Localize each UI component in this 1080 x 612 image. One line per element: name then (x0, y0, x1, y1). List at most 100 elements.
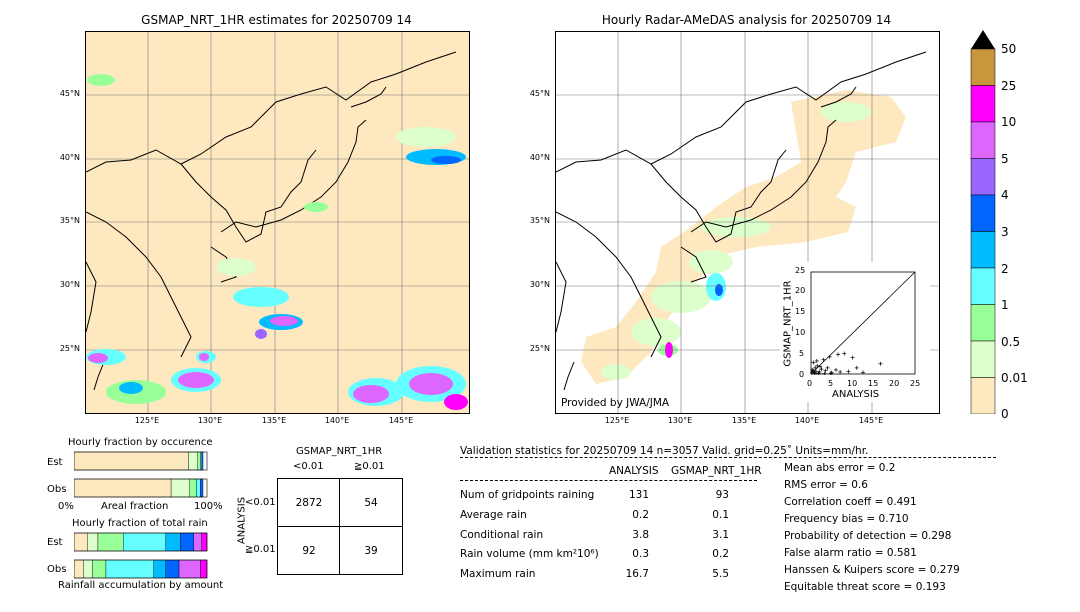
fraction-bar-outline (74, 451, 208, 471)
validation-score: Equitable threat score = 0.193 (784, 581, 946, 593)
fraction-bar-segment (97, 532, 124, 552)
validation-score: Hanssen & Kuipers score = 0.279 (784, 564, 960, 576)
occ-x-mid: Areal fraction (101, 501, 169, 512)
fraction-bar-segment (74, 478, 172, 498)
occ-obs-label: Obs (47, 484, 67, 495)
fraction-bar-segment (197, 451, 201, 471)
validation-header: Validation statistics for 20250709 14 n=… (460, 445, 869, 457)
right-map-canvas (556, 32, 939, 413)
scatter-point (836, 352, 841, 357)
y-tick: 10 (795, 328, 806, 337)
lat-label: 45°N (59, 89, 80, 98)
scatter-plot (810, 271, 916, 375)
validation-score: Probability of detection = 0.298 (784, 530, 952, 542)
left-map (85, 31, 470, 414)
y-tick: 25 (795, 266, 806, 275)
colorbar-label: 5 (1001, 152, 1009, 166)
x-tick: 5 (828, 379, 834, 388)
lat-label: 40°N (59, 153, 80, 162)
validation-row-analysis: 16.7 (625, 568, 649, 580)
scatter-point (813, 365, 818, 370)
lat-label: 30°N (529, 280, 550, 289)
fraction-bar-outline (74, 532, 208, 552)
fraction-bar-segment (201, 451, 204, 471)
colorbar-segment (970, 304, 996, 342)
validation-row-analysis: 131 (628, 489, 649, 501)
fraction-bar-segment (200, 478, 204, 498)
lat-label: 35°N (59, 216, 80, 225)
rain-obs-label: Obs (47, 564, 67, 575)
x-tick: 15 (868, 379, 879, 388)
validation-score: Correlation coeff = 0.491 (784, 496, 917, 508)
colorbar-segment (970, 48, 996, 86)
fraction-bar-segment (170, 478, 190, 498)
validation-row-gsmap: 3.1 (712, 529, 729, 541)
contingency-cell: 2872 (295, 497, 323, 509)
contingency-cell: 39 (364, 545, 378, 557)
fraction-bar-segment (105, 559, 155, 579)
fraction-bar-segment (180, 532, 194, 552)
lon-label: 125°E (604, 416, 630, 425)
scatter-point (827, 354, 832, 359)
totalrain-bars (74, 532, 208, 579)
colorbar-label: 25 (1001, 79, 1017, 93)
rain-x-mid: Rainfall accumulation by amount (58, 580, 224, 591)
lat-label: 30°N (59, 280, 80, 289)
fraction-bar-outline (74, 559, 208, 579)
lon-label: 145°E (858, 416, 884, 425)
occ-x-left: 0% (58, 501, 74, 512)
scatter-point (828, 371, 833, 375)
scatter-ylabel: GSMAP_NRT_1HR (782, 280, 794, 367)
fraction-bar-segment (178, 559, 201, 579)
scatter-point (814, 358, 819, 363)
fraction-bar-segment (165, 532, 181, 552)
colorbar-label: 50 (1001, 42, 1017, 56)
occ-x-right: 100% (194, 501, 223, 512)
fraction-bar-segment (201, 532, 208, 552)
scatter-point (818, 364, 823, 369)
lon-label: 130°E (197, 416, 223, 425)
lat-label: 25°N (59, 344, 80, 353)
validation-row-label: Rain volume (mm km²10⁶) (460, 548, 599, 560)
colorbar-extend-arrow (971, 30, 995, 49)
colorbar-label: 0.5 (1001, 335, 1021, 349)
colorbar-label: 10 (1001, 115, 1017, 129)
colorbar-label: 2 (1001, 262, 1009, 276)
validation-score: RMS error = 0.6 (784, 479, 868, 491)
left-map-canvas (86, 32, 469, 413)
scatter-point (878, 361, 883, 366)
colorbar-segment (970, 121, 996, 159)
contingency-title: GSMAP_NRT_1HR (296, 446, 383, 457)
right-map-title: Hourly Radar-AMeDAS analysis for 2025070… (601, 13, 892, 27)
contingency-cell: 54 (364, 497, 378, 509)
fraction-bar-segment (165, 559, 180, 579)
scatter-point (829, 370, 834, 375)
scatter-point (813, 369, 818, 374)
x-tick: 20 (889, 379, 900, 388)
contingency-col-header: <0.01 (293, 461, 324, 472)
fraction-bar-segment (200, 559, 208, 579)
scatter-point (850, 355, 855, 360)
colorbar-segment (970, 231, 996, 269)
validation-col-analysis: ANALYSIS (609, 465, 659, 477)
y-tick: 20 (795, 286, 806, 295)
occurrence-title: Hourly fraction by occurence (68, 437, 213, 448)
lat-label: 45°N (529, 89, 550, 98)
scatter-point (819, 367, 824, 372)
fraction-bar-segment (123, 532, 166, 552)
fraction-bar-segment (92, 559, 107, 579)
colorbar-segment (970, 85, 996, 123)
scatter-point (833, 367, 838, 372)
lon-label: 135°E (261, 416, 287, 425)
lon-label: 140°E (794, 416, 820, 425)
scatter-point (816, 371, 821, 375)
validation-row-gsmap: 0.1 (712, 509, 729, 521)
validation-row-gsmap: 5.5 (712, 568, 729, 580)
fraction-bar-segment (189, 478, 197, 498)
y-tick: 5 (799, 349, 805, 358)
lon-label: 130°E (667, 416, 693, 425)
fraction-bar-segment (74, 559, 84, 579)
scatter-point (854, 365, 859, 370)
validation-row-label: Average rain (460, 509, 527, 521)
scatter-point (861, 370, 865, 375)
